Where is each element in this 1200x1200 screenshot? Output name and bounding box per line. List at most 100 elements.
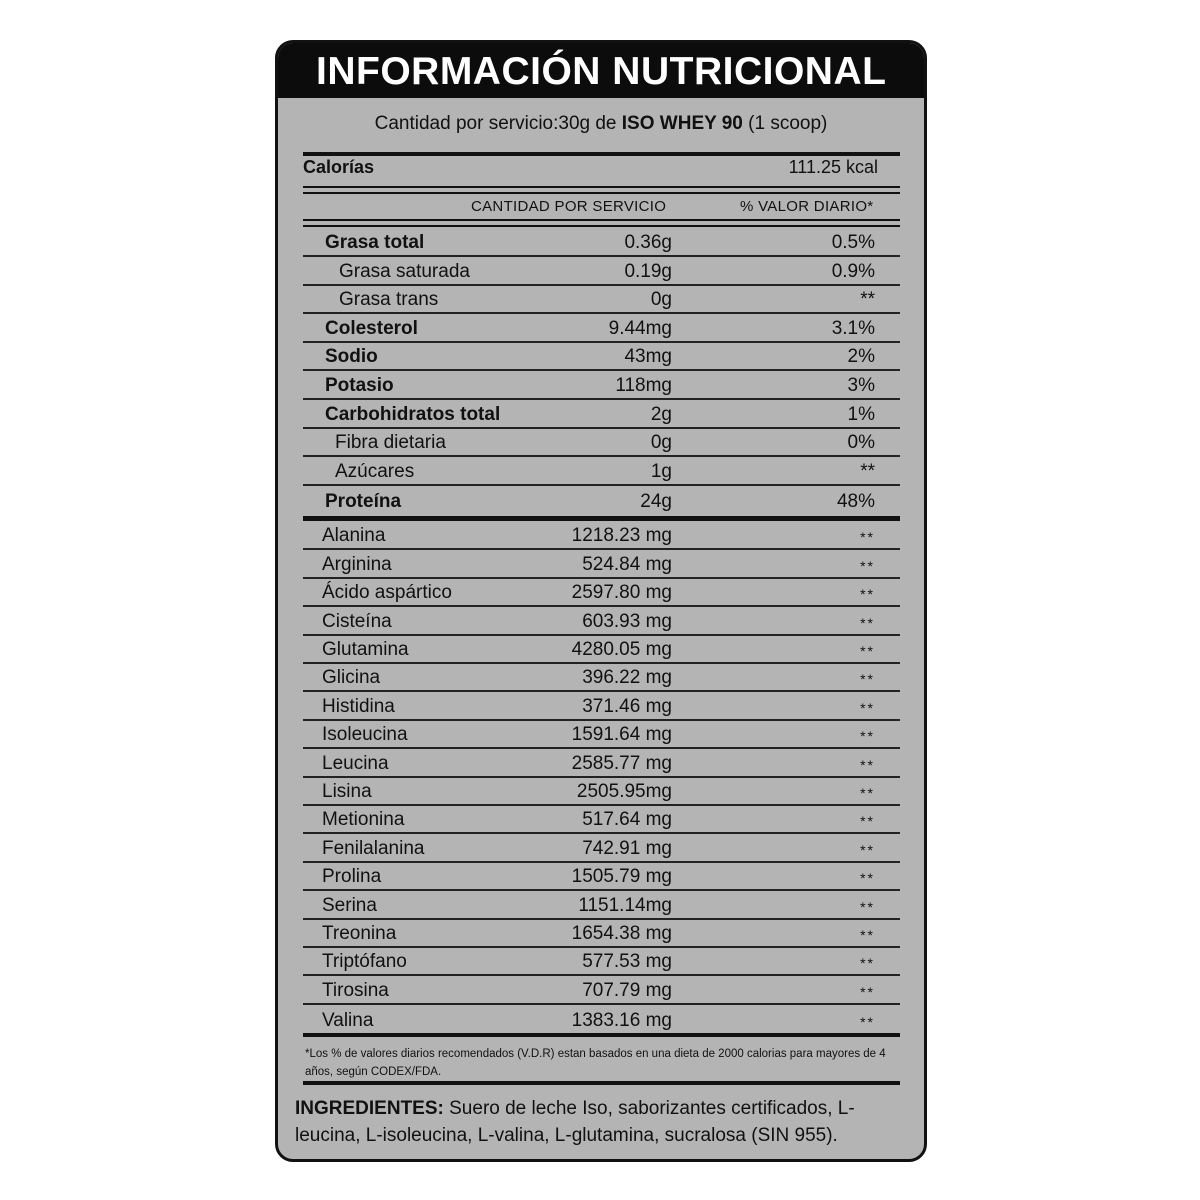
amino-acid-daily-value: ** — [860, 898, 875, 915]
nutrient-daily-value: 3% — [847, 375, 875, 396]
column-header-amount: CANTIDAD POR SERVICIO — [471, 198, 667, 215]
amino-acid-amount: 2585.77 mg — [571, 752, 672, 774]
nutrient-daily-value: 1% — [847, 403, 875, 425]
nutrient-name: Colesterol — [325, 317, 418, 339]
amino-acid-name: Glutamina — [322, 638, 409, 660]
calories-label: Calorías — [303, 157, 375, 177]
amino-acid-amount: 577.53 mg — [582, 951, 672, 973]
nutrient-amount: 0g — [650, 289, 672, 311]
amino-acid-amount: 1151.14mg — [578, 894, 672, 916]
amino-acid-name: Valina — [322, 1010, 374, 1032]
amino-acid-amount: 524.84 mg — [582, 553, 672, 575]
nutrient-row: Proteína 24g 48% — [303, 486, 900, 514]
nutrient-daily-value: ** — [860, 460, 875, 482]
amino-acid-daily-value: ** — [860, 728, 875, 745]
label-title: INFORMACIÓN NUTRICIONAL — [278, 43, 924, 98]
divider — [303, 152, 900, 156]
amino-acid-name: Metionina — [322, 809, 405, 831]
amino-acid-row: Cisteína 603.93 mg ** — [303, 607, 900, 636]
amino-acid-daily-value: ** — [860, 955, 875, 972]
amino-acid-amount: 1591.64 mg — [571, 724, 672, 746]
amino-acid-row: Isoleucina 1591.64 mg ** — [303, 721, 900, 750]
nutrient-amount: 0.36g — [624, 232, 672, 253]
nutrient-name: Fibra dietaria — [335, 432, 446, 454]
calories-row: Calorías 111.25 kcal — [303, 157, 878, 178]
amino-acid-row: Ácido aspártico 2597.80 mg ** — [303, 579, 900, 608]
nutrient-name: Potasio — [325, 375, 394, 396]
amino-acid-daily-value: ** — [860, 841, 875, 858]
nutrient-daily-value: 2% — [847, 346, 875, 368]
amino-acid-row: Arginina 524.84 mg ** — [303, 550, 900, 579]
amino-acid-name: Isoleucina — [322, 724, 408, 746]
nutrient-daily-value: 48% — [836, 491, 875, 513]
amino-acid-amount: 517.64 mg — [582, 809, 672, 831]
amino-acid-daily-value: ** — [860, 813, 875, 830]
amino-acid-name: Prolina — [322, 866, 382, 888]
amino-acid-name: Fenilalanina — [322, 837, 425, 859]
nutrient-row: Carbohidratos total 2g 1% — [303, 401, 900, 429]
nutrient-amount: 24g — [640, 491, 672, 513]
amino-acid-row: Histidina 371.46 mg ** — [303, 692, 900, 721]
amino-acid-daily-value: ** — [860, 699, 875, 716]
amino-acid-amount: 1218.23 mg — [571, 525, 672, 547]
nutrient-amount: 9.44mg — [608, 317, 672, 339]
amino-acid-row: Glicina 396.22 mg ** — [303, 664, 900, 693]
amino-acid-name: Glicina — [322, 667, 381, 689]
divider — [303, 219, 900, 221]
amino-acid-name: Leucina — [322, 752, 389, 774]
column-header-daily-value: % VALOR DIARIO* — [740, 198, 874, 215]
ingredients-text: Suero de leche Iso, saborizantes certifi… — [295, 1098, 855, 1146]
nutrient-name: Proteína — [325, 491, 402, 513]
nutrient-row: Colesterol 9.44mg 3.1% — [303, 315, 900, 343]
amino-acid-row: Valina 1383.16 mg ** — [303, 1005, 900, 1033]
nutrient-amount: 118mg — [615, 375, 672, 396]
amino-acid-amount: 742.91 mg — [582, 837, 672, 859]
nutrient-daily-value: ** — [860, 289, 875, 311]
amino-acid-amount: 396.22 mg — [582, 667, 672, 689]
amino-acid-row: Fenilalanina 742.91 mg ** — [303, 834, 900, 863]
amino-acid-daily-value: ** — [860, 671, 875, 688]
nutrient-row: Azúcares 1g ** — [303, 458, 900, 486]
footnote: *Los % de valores diarios recomendados (… — [305, 1048, 886, 1078]
amino-acid-name: Triptófano — [322, 951, 407, 973]
amino-acid-amount: 2597.80 mg — [571, 582, 672, 604]
nutrient-name: Grasa trans — [339, 289, 439, 311]
amino-acid-name: Treonina — [322, 922, 397, 944]
amino-acid-row: Leucina 2585.77 mg ** — [303, 749, 900, 778]
serving-suffix: (1 scoop) — [742, 113, 828, 134]
nutrient-row: Grasa saturada 0.19g 0.9% — [303, 258, 900, 286]
amino-acid-row: Lisina 2505.95mg ** — [303, 778, 900, 806]
nutrient-daily-value: 0% — [847, 432, 875, 454]
amino-acid-row: Treonina 1654.38 mg ** — [303, 920, 900, 948]
amino-acid-daily-value: ** — [860, 614, 875, 631]
amino-acid-name: Serina — [322, 894, 377, 916]
amino-acid-daily-value: ** — [860, 557, 875, 574]
amino-acid-name: Lisina — [322, 780, 372, 802]
amino-acid-row: Metionina 517.64 mg ** — [303, 806, 900, 835]
product-name: ISO WHEY 90 — [621, 113, 743, 134]
nutrient-name: Grasa total — [325, 232, 425, 253]
nutrient-amount: 0g — [650, 432, 672, 454]
nutrient-name: Carbohidratos total — [325, 403, 501, 425]
amino-acid-row: Tirosina 707.79 mg ** — [303, 976, 900, 1005]
nutrient-daily-value: 0.5% — [831, 232, 875, 253]
amino-acid-name: Cisteína — [322, 610, 392, 632]
amino-acid-amount: 1505.79 mg — [571, 866, 672, 888]
amino-acid-amount: 371.46 mg — [582, 695, 672, 717]
nutrient-name: Grasa saturada — [339, 260, 470, 282]
amino-acid-amount: 1654.38 mg — [571, 922, 672, 944]
amino-acid-amount: 603.93 mg — [582, 610, 672, 632]
nutrient-daily-value: 0.9% — [831, 260, 875, 282]
ingredients: INGREDIENTES: Suero de leche Iso, sabori… — [295, 1095, 915, 1149]
nutrient-amount: 43mg — [624, 346, 672, 368]
amino-acid-name: Ácido aspártico — [322, 582, 452, 604]
amino-acid-daily-value: ** — [860, 756, 875, 773]
calories-value: 111.25 kcal — [788, 157, 878, 177]
amino-acid-daily-value: ** — [860, 983, 875, 1000]
amino-acid-amount: 4280.05 mg — [571, 638, 672, 660]
amino-acid-daily-value: ** — [860, 926, 875, 943]
divider — [303, 516, 900, 521]
amino-acid-row: Triptófano 577.53 mg ** — [303, 948, 900, 977]
nutrient-name: Azúcares — [335, 460, 415, 482]
nutrient-row: Potasio 118mg 3% — [303, 372, 900, 400]
